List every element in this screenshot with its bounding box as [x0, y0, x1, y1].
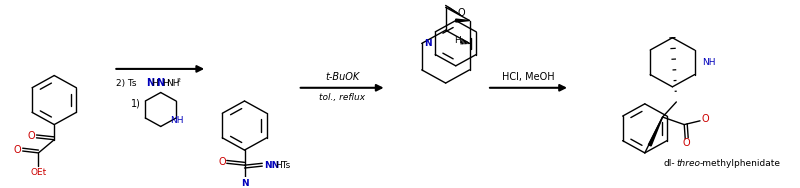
Text: O: O [28, 131, 35, 141]
Text: H: H [151, 79, 158, 88]
Text: NH: NH [702, 58, 715, 67]
Text: N: N [156, 78, 164, 88]
Text: NH: NH [170, 116, 184, 125]
Text: O: O [458, 8, 466, 18]
Polygon shape [648, 117, 662, 146]
Text: NN: NN [264, 161, 279, 170]
Text: tol., reflux: tol., reflux [319, 93, 365, 102]
Text: OEt: OEt [30, 168, 46, 177]
Text: HTs: HTs [275, 161, 290, 170]
Text: O: O [218, 157, 226, 167]
Text: -methylphenidate: -methylphenidate [700, 159, 781, 168]
Text: O: O [701, 114, 709, 124]
Text: H: H [162, 79, 169, 88]
Text: 2: 2 [177, 78, 181, 83]
Text: HCl, MeOH: HCl, MeOH [502, 72, 554, 82]
Text: O: O [682, 139, 690, 149]
Text: t-BuOK: t-BuOK [325, 72, 359, 82]
Text: 2) Ts: 2) Ts [116, 79, 137, 88]
Text: O: O [14, 145, 22, 155]
Text: N: N [146, 78, 154, 88]
Text: N: N [424, 39, 431, 48]
Text: 1): 1) [131, 99, 141, 109]
Text: N: N [241, 179, 248, 188]
Polygon shape [456, 19, 470, 22]
Text: H: H [454, 36, 461, 45]
Text: NH: NH [166, 79, 180, 88]
Text: threo: threo [676, 159, 700, 168]
Text: dl-: dl- [664, 159, 675, 168]
